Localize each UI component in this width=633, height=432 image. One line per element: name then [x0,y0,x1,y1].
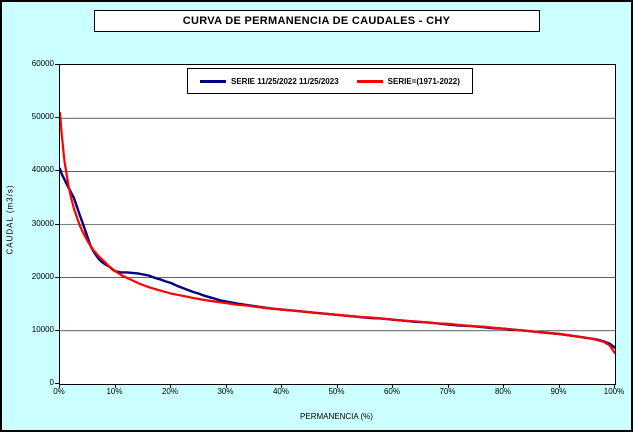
y-tick-label: 20000 [31,271,54,281]
y-tick-mark [55,170,59,172]
legend-label: SERIE=(1971-2022) [387,76,460,86]
x-tick-label: 100% [603,387,625,396]
x-tick-mark [614,384,615,388]
y-axis-title: CAUDAL (m3/s) [5,184,15,255]
y-tick-mark [55,223,59,225]
x-tick-mark [558,384,560,388]
y-tick-mark [55,64,59,65]
x-tick-label: 60% [383,387,400,396]
x-tick-label: 0% [53,387,65,396]
plot-area [59,64,616,385]
x-tick-mark [447,384,449,388]
x-tick-mark [281,384,282,388]
chart-title-box: CURVA DE PERMANENCIA DE CAUDALES - CHY [93,10,540,32]
x-tick-label: 30% [217,387,234,396]
y-tick-label: 60000 [31,59,54,68]
y-tick-label: 30000 [31,218,54,228]
plot-svg [60,111,615,355]
x-tick-label: 40% [272,387,289,396]
legend-swatch-red [356,79,383,83]
y-tick-label: 40000 [31,165,54,175]
x-tick-mark [59,384,60,388]
y-tick-mark [55,276,59,278]
y-tick-mark [55,117,59,119]
chart-title: CURVA DE PERMANENCIA DE CAUDALES - CHY [182,15,451,27]
x-tick-mark [336,384,338,388]
legend: SERIE 11/25/2022 11/25/2023 SERIE=(1971-… [187,68,473,94]
x-tick-mark [170,384,171,388]
series-line-0 [60,167,615,349]
x-axis-title: PERMANENCIA (%) [300,412,373,421]
y-tick-mark [55,383,59,384]
x-tick-mark [114,384,116,388]
x-tick-mark [225,384,227,388]
x-tick-label: 10% [106,387,123,396]
legend-item-serie-2022-2023: SERIE 11/25/2022 11/25/2023 [200,77,339,86]
legend-swatch-blue [200,79,226,83]
legend-label: SERIE 11/25/2022 11/25/2023 [231,76,339,86]
x-tick-label: 70% [439,387,456,396]
x-tick-label: 90% [550,387,567,396]
x-tick-mark [392,384,393,388]
y-tick-label: 50000 [31,112,54,122]
x-tick-label: 50% [328,387,345,396]
x-tick-mark [503,384,504,388]
y-tick-label: 0 [49,378,54,387]
y-tick-label: 10000 [31,324,54,334]
y-tick-mark [55,329,59,331]
legend-item-serie-1971-2022: SERIE=(1971-2022) [356,76,460,86]
x-tick-label: 80% [494,387,511,396]
x-tick-label: 20% [161,387,178,396]
series-line-1 [60,111,615,355]
